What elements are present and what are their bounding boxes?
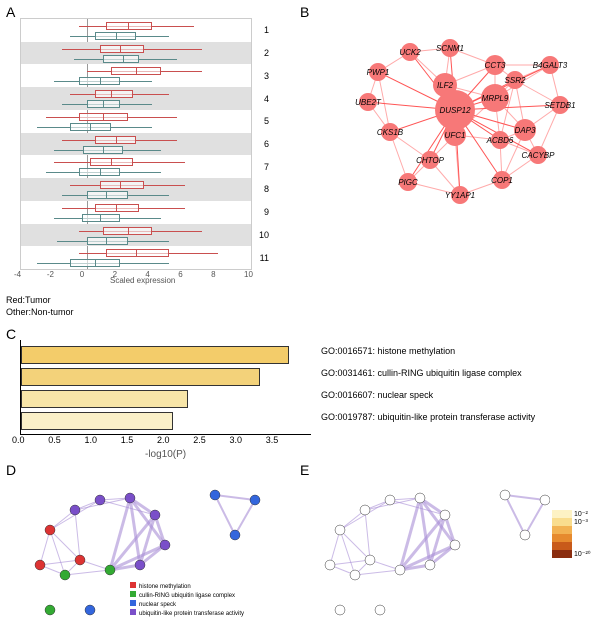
svg-text:MRPL9: MRPL9 [482, 94, 509, 103]
svg-text:B4GALT3: B4GALT3 [533, 61, 568, 70]
svg-text:YY1AP1: YY1AP1 [445, 191, 475, 200]
boxplot-row: 7 [21, 155, 251, 178]
cluster-node [35, 560, 45, 570]
boxplot-row: 3 [21, 64, 251, 87]
cluster-node [360, 505, 370, 515]
panel-c-xlabel: -log10(P) [145, 449, 598, 460]
panel-e-network [310, 470, 550, 620]
cluster-node [230, 530, 240, 540]
cluster-node [85, 605, 95, 615]
panel-d-legend: histone methylationcullin-RING ubiquitin… [130, 582, 244, 618]
svg-text:SETDB1: SETDB1 [544, 101, 575, 110]
cluster-node [70, 505, 80, 515]
svg-text:CACYBP: CACYBP [522, 151, 556, 160]
go-bar [21, 368, 260, 386]
boxplot-row: 1 [21, 19, 251, 42]
svg-text:UCK2: UCK2 [399, 48, 421, 57]
panel-a-boxplot: 1234567891011 -4-20246810 Scaled express… [20, 18, 280, 284]
cluster-node [500, 490, 510, 500]
cluster-node [350, 570, 360, 580]
boxplot-row: 11 [21, 246, 251, 269]
svg-text:DAP3: DAP3 [515, 126, 536, 135]
go-label: GO:0031461: cullin-RING ubiquitin ligase… [321, 362, 535, 384]
cluster-node [335, 605, 345, 615]
cluster-node [125, 493, 135, 503]
svg-text:ILF2: ILF2 [437, 81, 454, 90]
svg-text:DUSP12: DUSP12 [439, 106, 471, 115]
cluster-node [135, 560, 145, 570]
svg-text:ACBD6: ACBD6 [486, 136, 514, 145]
boxplot-row: 9 [21, 201, 251, 224]
panel-a-xlabel: Scaled expression [110, 276, 175, 285]
cluster-node [335, 525, 345, 535]
go-bar [21, 390, 188, 408]
go-label: GO:0019787: ubiquitin-like protein trans… [321, 406, 535, 428]
cluster-node [325, 560, 335, 570]
cluster-node [210, 490, 220, 500]
cluster-node [250, 495, 260, 505]
cluster-node [150, 510, 160, 520]
go-bar [21, 412, 173, 430]
boxplot-row: 2 [21, 42, 251, 65]
boxplot-row: 10 [21, 224, 251, 247]
svg-text:UFC1: UFC1 [445, 131, 466, 140]
svg-text:PIGC: PIGC [398, 178, 418, 187]
cluster-node [415, 493, 425, 503]
svg-text:SSR2: SSR2 [505, 76, 526, 85]
cluster-node [395, 565, 405, 575]
colorbar: 10⁻²10⁻³10⁻²⁰ [552, 510, 591, 558]
cluster-node [45, 605, 55, 615]
cluster-node [450, 540, 460, 550]
cluster-node [45, 525, 55, 535]
svg-text:CKS1B: CKS1B [377, 128, 404, 137]
cluster-node [425, 560, 435, 570]
svg-text:COP1: COP1 [491, 176, 513, 185]
cluster-node [105, 565, 115, 575]
cluster-node [160, 540, 170, 550]
cluster-node [95, 495, 105, 505]
legend-nontumor: Other:Non-tumor [6, 306, 74, 318]
legend-tumor: Red:Tumor [6, 294, 74, 306]
go-label: GO:0016607: nuclear speck [321, 384, 535, 406]
panel-label-d: D [6, 462, 16, 478]
panel-b-network: DUSP12 MRPL9 ILF2 UFC1 CCT3 SSR2 SCNM1 UCK2 PWP1… [300, 10, 590, 230]
boxplot-row: 8 [21, 178, 251, 201]
panel-label-c: C [6, 326, 16, 342]
cluster-node [365, 555, 375, 565]
panel-label-e: E [300, 462, 309, 478]
cluster-node [60, 570, 70, 580]
boxplot-row: 4 [21, 87, 251, 110]
svg-text:SCNM1: SCNM1 [436, 44, 464, 53]
boxplot-row: 6 [21, 133, 251, 156]
cluster-node [520, 530, 530, 540]
cluster-node [385, 495, 395, 505]
go-label: GO:0016571: histone methylation [321, 340, 535, 362]
cluster-node [540, 495, 550, 505]
go-bar [21, 346, 289, 364]
svg-text:CHTOP: CHTOP [416, 156, 445, 165]
svg-text:CCT3: CCT3 [485, 61, 506, 70]
svg-text:UBE2T: UBE2T [355, 98, 382, 107]
panel-c-bars: GO:0016571: histone methylationGO:003146… [20, 340, 580, 460]
boxplot-row: 5 [21, 110, 251, 133]
panel-label-a: A [6, 4, 15, 20]
cluster-node [375, 605, 385, 615]
cluster-node [440, 510, 450, 520]
cluster-node [75, 555, 85, 565]
svg-text:PWP1: PWP1 [367, 68, 390, 77]
